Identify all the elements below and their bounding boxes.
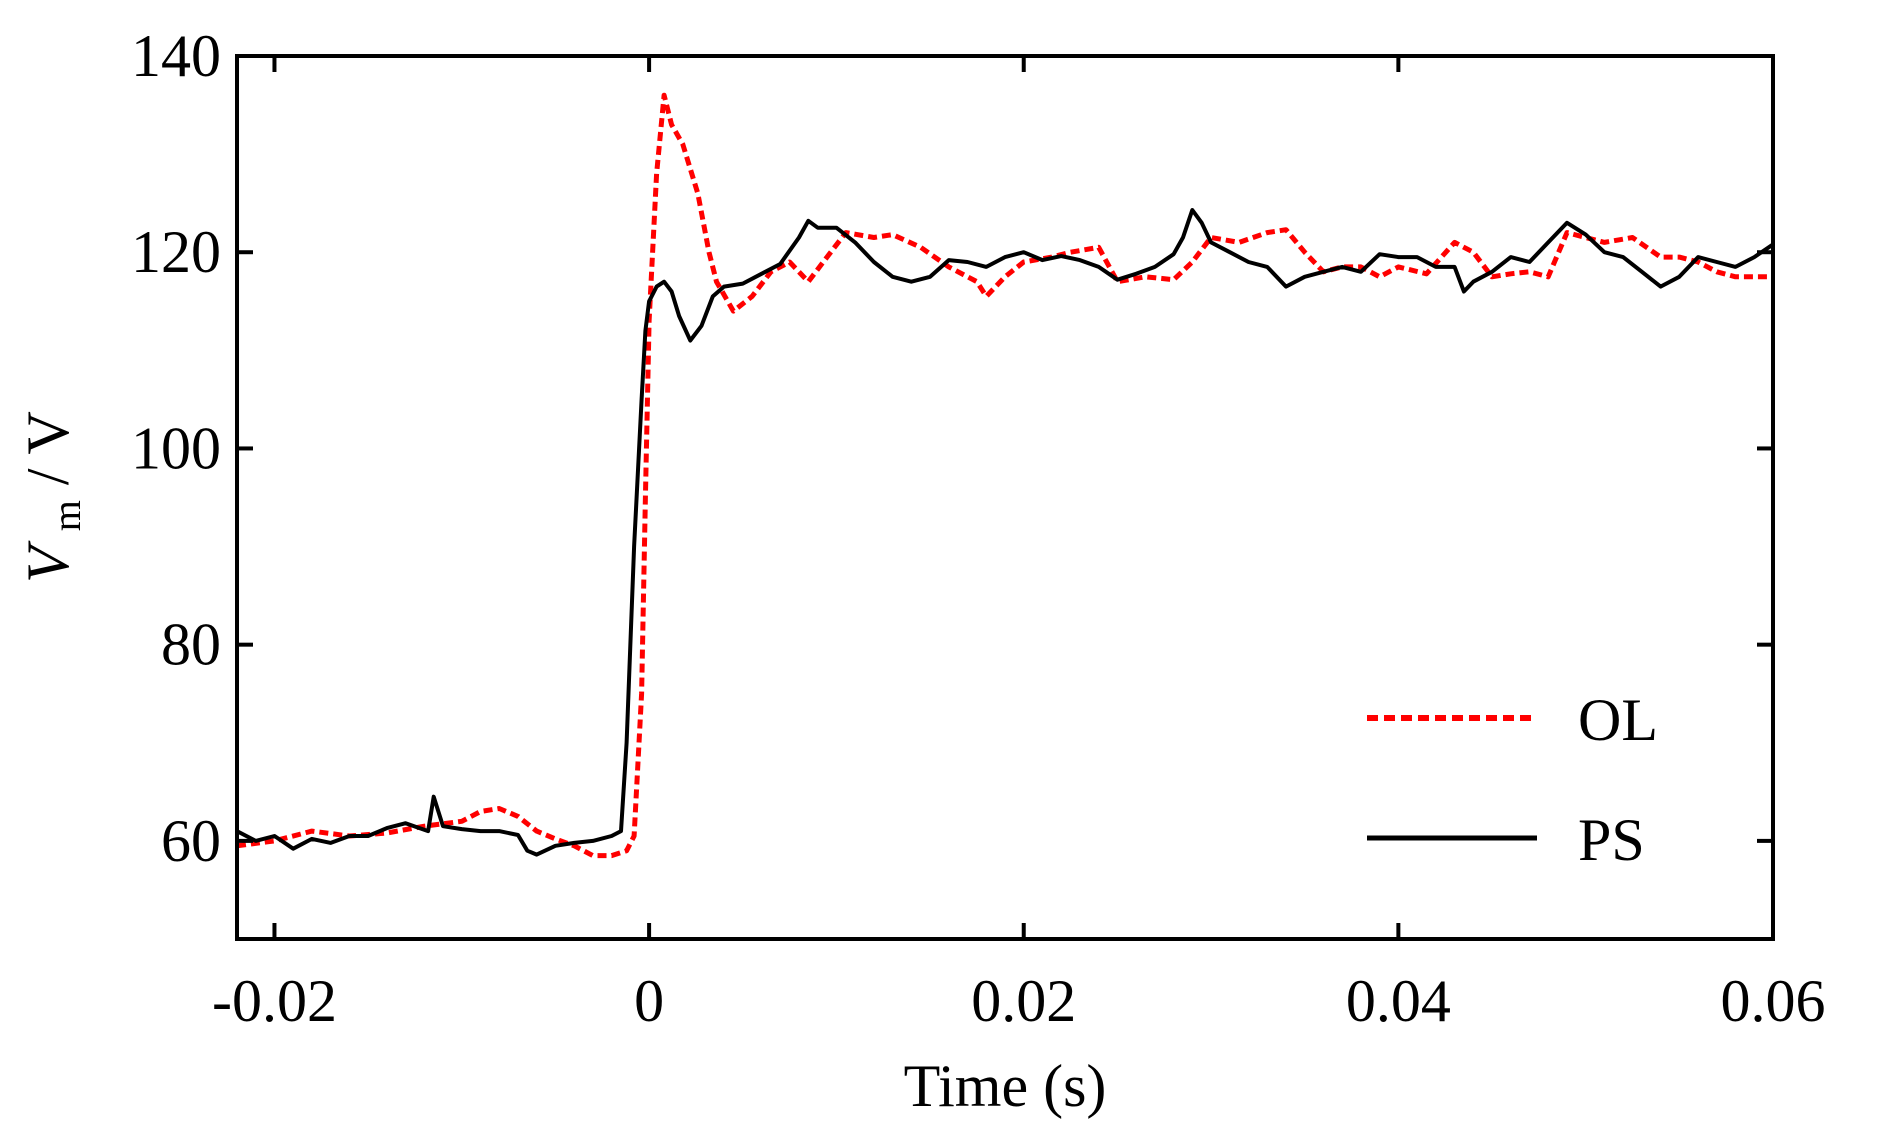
y-tick-label: 140 (131, 23, 221, 89)
legend-label-ps: PS (1578, 807, 1645, 873)
x-tick-label: 0.04 (1346, 968, 1451, 1034)
y-tick-label: 100 (131, 415, 221, 481)
y-tick-label: 80 (161, 612, 221, 678)
legend: OL PS (1367, 687, 1658, 873)
x-tick-label: -0.02 (212, 968, 337, 1034)
tick-layer (237, 54, 1775, 939)
series-line-ps (237, 208, 1773, 857)
series-layer (237, 92, 1773, 859)
y-tick-label: 60 (161, 808, 221, 874)
y-axis-symbol: V (15, 540, 81, 583)
y-axis-unit: / V (15, 411, 81, 485)
legend-label-ol: OL (1578, 687, 1658, 753)
x-tick-label: 0 (634, 968, 664, 1034)
x-tick-label: 0.02 (971, 968, 1076, 1034)
y-tick-label: 120 (131, 219, 221, 285)
y-axis-title: V m / V (15, 411, 93, 583)
tick-label-layer: -0.02 0 0.02 0.04 0.06 60 80 100 120 140 (131, 23, 1826, 1034)
y-axis-subscript: m (44, 500, 89, 531)
x-tick-label: 0.06 (1721, 968, 1826, 1034)
plot-frame (235, 54, 1775, 941)
x-axis-title: Time (s) (904, 1053, 1107, 1119)
series-line-ol (237, 92, 1773, 859)
